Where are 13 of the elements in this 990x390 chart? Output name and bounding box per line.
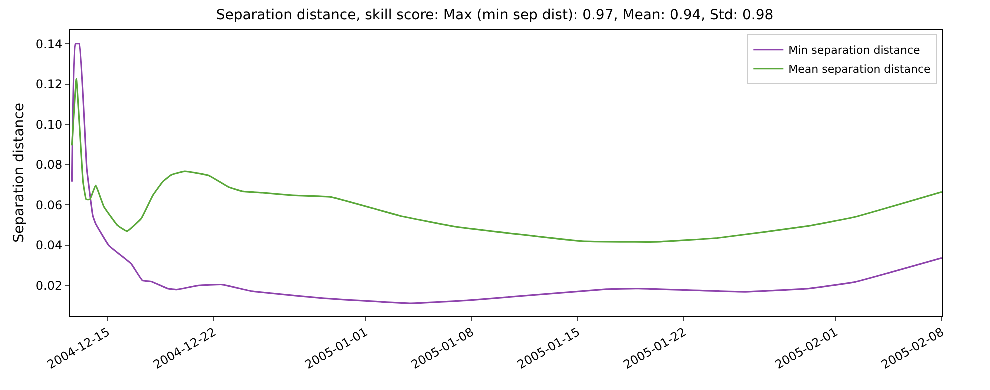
line-series <box>71 43 942 304</box>
y-tick-label: 0.12 <box>36 78 63 92</box>
y-tick-label: 0.08 <box>36 158 63 172</box>
legend-label: Mean separation distance <box>788 63 931 76</box>
chart-title: Separation distance, skill score: Max (min sep dist): 0.97, Mean: 0.94, Std: 0.98 <box>216 8 774 24</box>
y-tick-label: 0.06 <box>36 198 63 212</box>
line-series <box>71 78 942 243</box>
y-axis-title: Separation distance <box>11 103 28 243</box>
legend-label: Min separation distance <box>788 44 921 58</box>
y-tick-label: 0.02 <box>36 278 63 293</box>
y-tick-label: 0.04 <box>36 238 63 253</box>
y-tick-label: 0.10 <box>36 118 63 132</box>
y-tick-label: 0.14 <box>36 37 63 52</box>
